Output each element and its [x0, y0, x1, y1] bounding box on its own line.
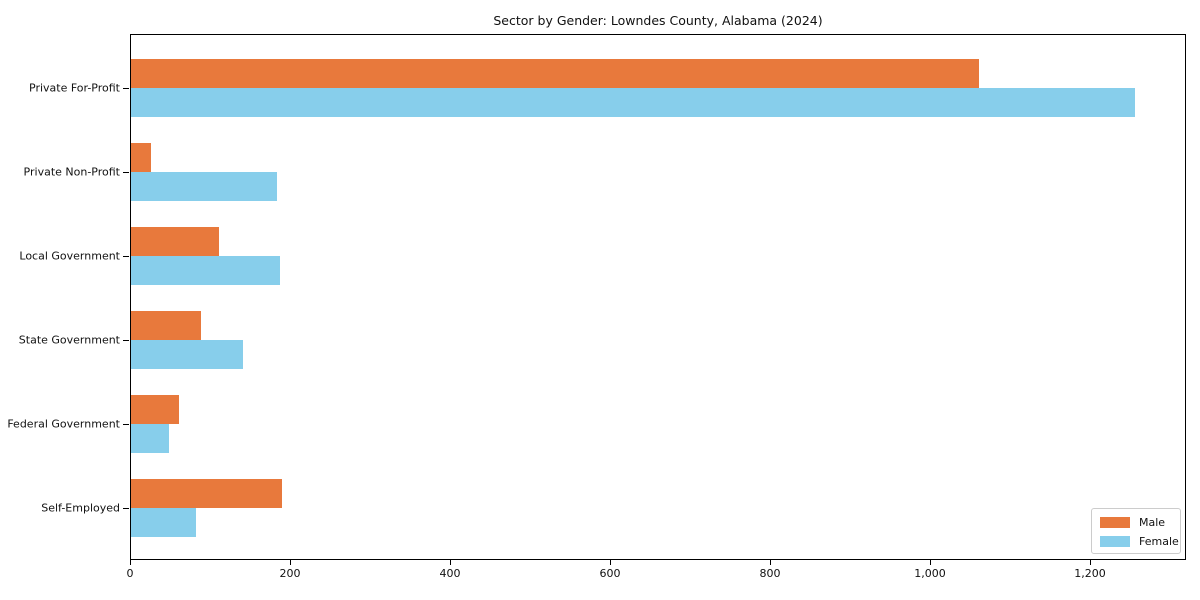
- x-tick-800: [770, 560, 771, 565]
- x-tick-200: [290, 560, 291, 565]
- bar-female-private-for-profit: [131, 88, 1135, 117]
- legend-label-female: Female: [1139, 535, 1179, 548]
- bar-male-private-non-profit: [131, 143, 151, 172]
- y-axis-label-self-employed: Self-Employed: [41, 501, 120, 515]
- y-axis-label-local-government: Local Government: [19, 249, 120, 263]
- x-tick-label-1000: 1,000: [914, 567, 946, 580]
- y-tick-federal-government: [123, 424, 129, 425]
- x-tick-label-800: 800: [759, 567, 781, 580]
- bar-female-self-employed: [131, 508, 196, 537]
- y-axis-label-federal-government: Federal Government: [7, 417, 120, 431]
- y-tick-private-non-profit: [123, 172, 129, 173]
- bar-female-state-government: [131, 340, 243, 369]
- x-tick-1000: [930, 560, 931, 565]
- y-tick-private-for-profit: [123, 88, 129, 89]
- plot-area: [130, 34, 1186, 560]
- x-tick-400: [450, 560, 451, 565]
- legend-item-female: Female: [1092, 532, 1180, 551]
- y-axis-label-state-government: State Government: [18, 333, 120, 347]
- x-tick-label-1200: 1,200: [1074, 567, 1106, 580]
- y-tick-state-government: [123, 340, 129, 341]
- y-tick-self-employed: [123, 508, 129, 509]
- x-tick-label-400: 400: [439, 567, 461, 580]
- bar-male-state-government: [131, 311, 202, 340]
- bar-male-federal-government: [131, 395, 179, 424]
- y-tick-local-government: [123, 256, 129, 257]
- legend-swatch-male: [1100, 517, 1130, 528]
- legend-label-male: Male: [1139, 516, 1166, 529]
- bar-female-local-government: [131, 256, 280, 285]
- x-tick-label-200: 200: [279, 567, 301, 580]
- x-tick-label-0: 0: [126, 567, 134, 580]
- legend-item-male: Male: [1092, 513, 1180, 532]
- y-axis-label-private-for-profit: Private For-Profit: [29, 81, 120, 95]
- y-axis-label-private-non-profit: Private Non-Profit: [23, 165, 120, 179]
- bar-male-private-for-profit: [131, 59, 979, 88]
- bar-female-federal-government: [131, 424, 169, 453]
- x-tick-1200: [1090, 560, 1091, 565]
- bar-female-private-non-profit: [131, 172, 277, 201]
- x-tick-600: [610, 560, 611, 565]
- x-tick-0: [130, 560, 131, 565]
- legend-swatch-female: [1100, 536, 1130, 547]
- chart-title: Sector by Gender: Lowndes County, Alabam…: [493, 13, 823, 28]
- x-tick-label-600: 600: [599, 567, 621, 580]
- bar-male-local-government: [131, 227, 219, 256]
- legend: Male Female: [1091, 508, 1181, 554]
- bar-male-self-employed: [131, 479, 283, 508]
